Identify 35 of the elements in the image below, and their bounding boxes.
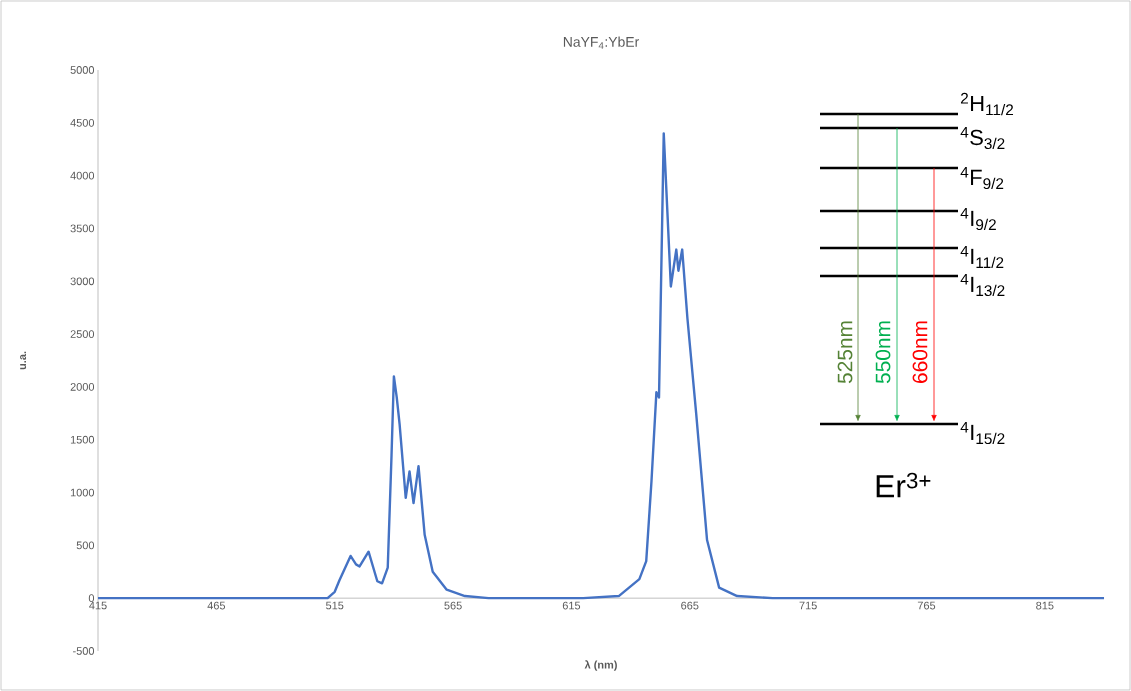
annotation: Er$^{3+}$ (876, 472, 931, 498)
y-tick-label: 5000 (70, 66, 95, 74)
x-tick-label: 465 (207, 601, 226, 610)
x-tick-label: 765 (917, 601, 936, 610)
y-tick-label: -500 (73, 647, 95, 655)
y-tick-label: 1500 (70, 435, 95, 444)
annotation: $^{4}$I$_{13/2}$ (960, 273, 1005, 297)
y-tick-label: 3000 (70, 277, 95, 286)
y-tick-label: 0 (88, 594, 95, 603)
y-axis-title: u.a. (20, 351, 27, 370)
annotation: 550nm (875, 321, 891, 384)
x-axis-title: λ (nm) (584, 660, 617, 671)
y-tick-label: 1000 (70, 488, 95, 497)
annotation: $^{4}$I$_{9/2}$ (960, 207, 996, 231)
chart-title: NaYF$_{4}$:YbEr (563, 36, 640, 49)
y-tick-label: 3500 (70, 224, 95, 233)
x-tick-label: 565 (444, 601, 462, 610)
annotation: 525nm (837, 321, 853, 384)
x-tick-label: 665 (681, 601, 699, 610)
x-tick-label: 515 (326, 601, 344, 610)
annotation: $^{4}$F$_{9/2}$ (960, 166, 1004, 190)
annotation: $^{4}$S$_{3/2}$ (960, 126, 1005, 150)
x-tick-label: 615 (562, 601, 581, 610)
y-tick-label: 500 (76, 541, 95, 550)
y-tick-label: 4500 (70, 118, 95, 127)
annotation: $^{4}$I$_{11/2}$ (960, 245, 1004, 269)
x-tick-label: 715 (799, 601, 817, 610)
y-tick-label: 2500 (70, 330, 95, 338)
annotation: $^{2}$H$_{11/2}$ (960, 92, 1014, 116)
y-tick-label: 4000 (70, 171, 95, 180)
y-tick-label: 2000 (70, 383, 95, 391)
annotation: 660nm (912, 321, 928, 383)
x-tick-label: 815 (1036, 601, 1054, 610)
annotation: $^{4}$I$_{15/2}$ (960, 421, 1005, 445)
x-tick-label: 415 (89, 601, 107, 610)
